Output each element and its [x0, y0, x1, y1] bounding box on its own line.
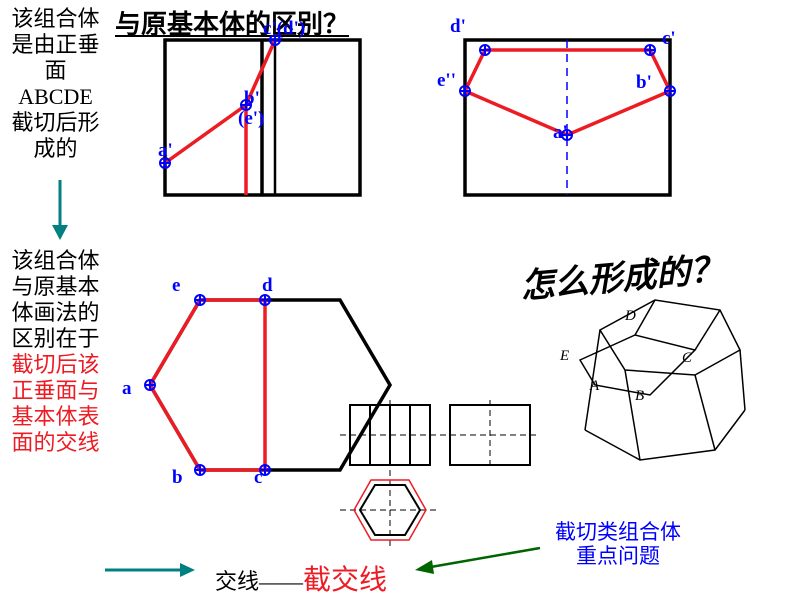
top-left-view	[155, 35, 385, 205]
side2-black: 该组合体与原基本体画法的区别在于	[11, 248, 99, 351]
point-label: b'	[244, 88, 260, 110]
point-label: D	[625, 308, 636, 325]
point-label: b	[172, 467, 183, 489]
bottom-text: 交线——截交线	[215, 558, 387, 598]
point-label: c	[254, 467, 262, 489]
side1-black: 该组合体是由正垂面ABCDE截切后形成的	[11, 6, 99, 161]
side2-red: 截切后该正垂面与基本体表面的交线	[11, 352, 99, 455]
point-label: c'	[662, 28, 676, 50]
note-l2: 重点问题	[555, 544, 681, 568]
point-label: B	[635, 388, 644, 405]
arrow-down-icon	[40, 175, 80, 250]
point-label: a'	[553, 122, 568, 144]
side-text-1: 该组合体是由正垂面ABCDE截切后形成的	[8, 6, 103, 162]
point-label: e	[172, 275, 180, 297]
point-label: d'	[450, 16, 466, 38]
side-text-2: 该组合体与原基本体画法的区别在于截切后该正垂面与基本体表面的交线	[8, 248, 103, 456]
point-label: a	[122, 378, 132, 400]
bottom-a: 交线——	[215, 569, 303, 594]
point-label: e''	[437, 70, 456, 92]
point-label: d	[262, 275, 273, 297]
point-label: E	[560, 348, 569, 365]
point-label: A	[590, 378, 599, 395]
point-label: (e')	[238, 108, 264, 130]
arrow-left-icon	[410, 540, 550, 580]
arrow-right-icon	[100, 555, 205, 585]
bottom-b: 截交线	[303, 565, 387, 596]
point-label: c'(d')	[263, 18, 305, 40]
top-right-view	[455, 35, 705, 205]
point-label: C	[682, 350, 692, 367]
point-label: b'	[636, 72, 652, 94]
small-three-view	[340, 400, 540, 560]
right-note: 截切类组合体 重点问题	[555, 520, 681, 568]
3d-solid	[540, 280, 770, 490]
point-label: a'	[158, 140, 173, 162]
note-l1: 截切类组合体	[555, 520, 681, 544]
